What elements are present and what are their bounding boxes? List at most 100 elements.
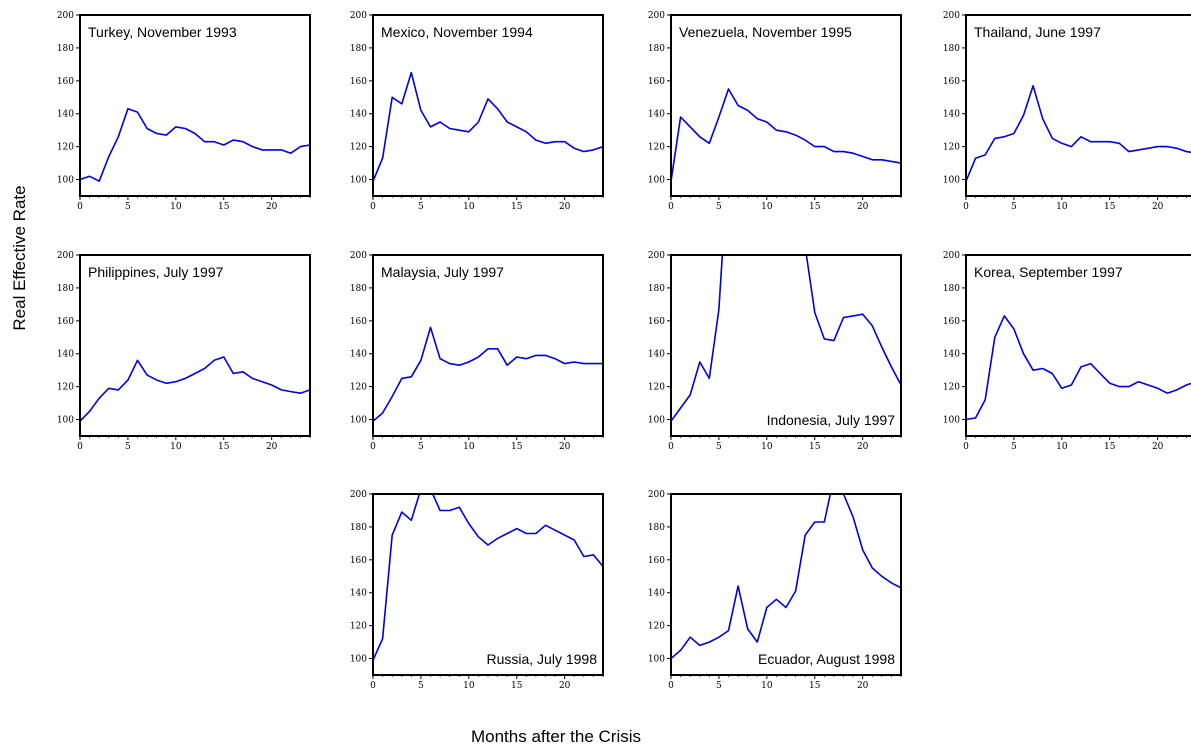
plot-frame: [965, 14, 1191, 197]
y-tick-label: 180: [57, 44, 74, 54]
y-tick-label: 140: [648, 589, 665, 599]
y-tick-label: 160: [350, 77, 367, 87]
x-tick-label: 5: [716, 681, 722, 691]
y-tick-label: 200: [648, 11, 665, 21]
x-tick-label: 5: [418, 681, 424, 691]
plot-frame: [670, 14, 902, 197]
panel-title: Malaysia, July 1997: [381, 264, 504, 280]
x-tick-label: 10: [170, 202, 182, 212]
y-tick-label: 180: [350, 284, 367, 294]
panel-title: Turkey, November 1993: [88, 24, 237, 40]
y-tick-label: 160: [943, 317, 960, 327]
y-tick-label: 180: [943, 284, 960, 294]
y-tick-label: 200: [943, 251, 960, 261]
x-tick-label: 0: [77, 202, 83, 212]
x-tick-label: 15: [511, 202, 523, 212]
x-tick-label: 0: [370, 681, 376, 691]
x-tick-label: 20: [1152, 202, 1164, 212]
x-tick-label: 5: [418, 202, 424, 212]
panel-2: 100 120 140 160 180 200 0 5 10 15 20 Venezuela, Nov…: [648, 11, 902, 212]
y-tick-label: 140: [943, 110, 960, 120]
y-tick-label: 180: [648, 44, 665, 54]
plot-frame: [372, 254, 604, 437]
x-tick-label: 20: [1152, 442, 1164, 452]
y-tick-label: 100: [350, 655, 367, 665]
y-tick-label: 140: [57, 350, 74, 360]
panel-9: 100 120 140 160 180 200 0 5 10 15 20 Ecuador, Augus…: [648, 490, 902, 691]
y-tick-label: 100: [943, 416, 960, 426]
y-tick-label: 120: [57, 383, 74, 393]
y-tick-label: 200: [943, 11, 960, 21]
x-tick-label: 0: [77, 442, 83, 452]
figure-y-axis-label: Real Effective Rate: [10, 185, 29, 330]
x-tick-label: 5: [125, 442, 131, 452]
y-tick-label: 200: [57, 11, 74, 21]
panel-title: Philippines, July 1997: [88, 264, 224, 280]
y-tick-label: 120: [943, 383, 960, 393]
panel-0: 100 120 140 160 180 200 0 5 10 15 20 Turkey, Novemb…: [57, 11, 311, 212]
x-tick-label: 5: [716, 442, 722, 452]
y-tick-label: 160: [57, 77, 74, 87]
y-tick-label: 140: [350, 589, 367, 599]
y-tick-label: 180: [57, 284, 74, 294]
x-tick-label: 10: [463, 442, 475, 452]
x-tick-label: 10: [1056, 442, 1068, 452]
x-tick-label: 15: [809, 202, 821, 212]
x-tick-label: 10: [761, 681, 773, 691]
y-tick-label: 200: [57, 251, 74, 261]
x-tick-label: 10: [1056, 202, 1068, 212]
series-line: [671, 255, 901, 422]
series-line: [966, 85, 1191, 182]
panel-title: Mexico, November 1994: [381, 24, 533, 40]
y-tick-label: 100: [350, 416, 367, 426]
panel-8: 100 120 140 160 180 200 0 5 10 15 20 Russia, July 1…: [350, 490, 604, 691]
x-tick-label: 15: [218, 202, 230, 212]
plot-frame: [670, 493, 902, 676]
series-line: [373, 326, 603, 422]
plot-frame: [372, 14, 604, 197]
panel-title: Ecuador, August 1998: [758, 651, 895, 667]
y-tick-label: 140: [648, 110, 665, 120]
y-tick-label: 140: [350, 110, 367, 120]
x-tick-label: 20: [559, 681, 571, 691]
series-line: [80, 108, 310, 182]
x-tick-label: 0: [668, 202, 674, 212]
y-tick-label: 100: [648, 416, 665, 426]
y-tick-label: 160: [648, 77, 665, 87]
y-tick-label: 120: [648, 143, 665, 153]
x-tick-label: 15: [218, 442, 230, 452]
panel-title: Indonesia, July 1997: [767, 412, 896, 428]
panel-title: Thailand, June 1997: [974, 24, 1101, 40]
y-tick-label: 140: [57, 110, 74, 120]
x-tick-label: 10: [463, 202, 475, 212]
y-tick-label: 200: [350, 490, 367, 500]
x-tick-label: 20: [559, 442, 571, 452]
plot-frame: [670, 254, 902, 437]
x-tick-label: 0: [370, 202, 376, 212]
panel-5: 100 120 140 160 180 200 0 5 10 15 20 Malaysia, July…: [350, 251, 604, 452]
y-tick-label: 120: [350, 622, 367, 632]
y-tick-label: 140: [350, 350, 367, 360]
series-line: [671, 88, 901, 182]
x-tick-label: 15: [511, 442, 523, 452]
y-tick-label: 160: [648, 556, 665, 566]
x-tick-label: 10: [170, 442, 182, 452]
panel-6: 100 120 140 160 180 200 0 5 10 15 20 Indonesia, Jul…: [648, 251, 902, 452]
y-tick-label: 180: [648, 523, 665, 533]
y-tick-label: 100: [648, 176, 665, 186]
y-tick-label: 120: [57, 143, 74, 153]
series-line: [966, 315, 1191, 421]
x-tick-label: 20: [266, 442, 278, 452]
plot-frame: [372, 493, 604, 676]
y-tick-label: 180: [648, 284, 665, 294]
x-tick-label: 10: [463, 681, 475, 691]
plot-frame: [79, 14, 311, 197]
x-tick-label: 15: [809, 681, 821, 691]
panel-title: Korea, September 1997: [974, 264, 1123, 280]
y-tick-label: 160: [350, 556, 367, 566]
plot-frame: [79, 254, 311, 437]
y-tick-label: 160: [350, 317, 367, 327]
series-line: [373, 71, 603, 182]
y-tick-label: 200: [648, 490, 665, 500]
